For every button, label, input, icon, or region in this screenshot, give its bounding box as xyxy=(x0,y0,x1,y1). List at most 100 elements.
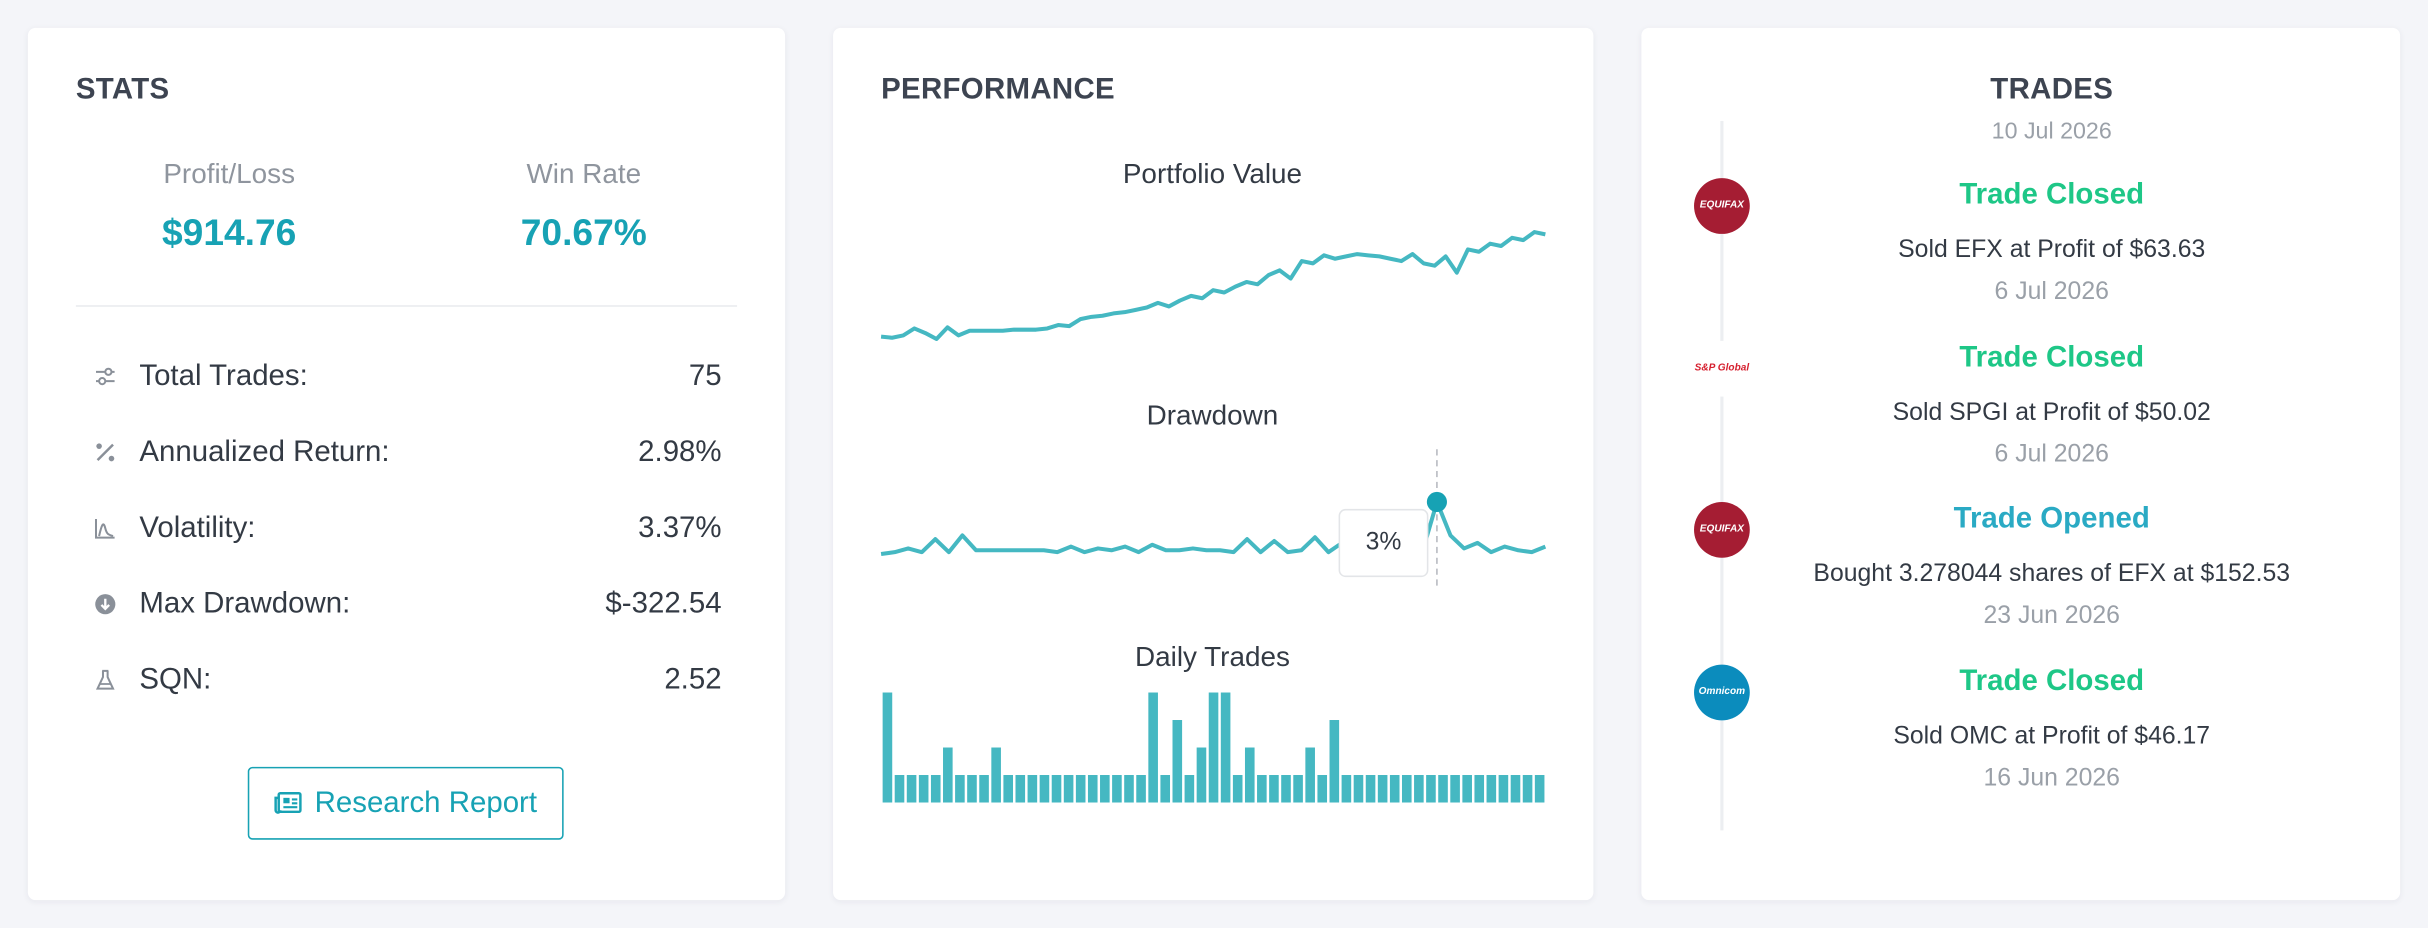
stat-label: Annualized Return: xyxy=(139,436,390,469)
stat-icon xyxy=(95,594,116,615)
bar xyxy=(1522,775,1533,803)
bar xyxy=(967,775,977,803)
bar xyxy=(1112,775,1122,803)
bar xyxy=(1377,775,1388,803)
trade-status: Trade Closed xyxy=(1959,665,2145,699)
bar xyxy=(1172,720,1183,803)
tooltip-label: 3% xyxy=(1366,529,1402,556)
bar xyxy=(1401,775,1412,803)
trade-date: 23 Jun 2026 xyxy=(1983,603,2120,630)
newspaper-icon xyxy=(274,791,302,814)
bar xyxy=(1160,775,1171,803)
bar xyxy=(1329,720,1340,803)
company-logo: EQUIFAX xyxy=(1694,178,1750,234)
stat-icon xyxy=(96,367,115,386)
stat-label: SQN: xyxy=(139,663,212,697)
bar xyxy=(1534,775,1545,803)
bar xyxy=(1498,775,1509,803)
trade-description: Sold SPGI at Profit of $50.02 xyxy=(1892,399,2211,426)
trade-date: 16 Jun 2026 xyxy=(1983,765,2120,792)
button-label: Research Report xyxy=(314,786,538,819)
bar xyxy=(1063,775,1074,803)
bar xyxy=(1389,775,1400,803)
bar xyxy=(1365,775,1376,803)
stat-value: 3.37% xyxy=(638,512,722,545)
bar xyxy=(979,775,989,803)
profit-loss-value: $914.76 xyxy=(161,212,297,255)
bar xyxy=(918,775,929,803)
divider xyxy=(75,305,738,307)
bar xyxy=(1244,747,1255,803)
stat-label: Max Drawdown: xyxy=(139,587,351,621)
hover-point xyxy=(1426,491,1447,513)
bar xyxy=(943,747,953,803)
bar xyxy=(1257,775,1267,803)
bar xyxy=(1269,775,1279,803)
bar xyxy=(1136,775,1146,803)
stat-label: Volatility: xyxy=(139,512,256,545)
chart-title: Daily Trades xyxy=(1134,641,1290,673)
trades-title: TRADES xyxy=(1990,73,2114,107)
bar xyxy=(930,775,941,803)
bar xyxy=(882,692,893,803)
bar xyxy=(1051,775,1062,803)
line-series xyxy=(880,230,1546,341)
bar xyxy=(1100,775,1110,803)
bar xyxy=(1124,775,1134,803)
trades-timeline: 10 Jul 2026 EQUIFAX Trade Closed Sold EFX … xyxy=(1641,120,2400,837)
trade-status: Trade Closed xyxy=(1959,341,2145,374)
bar xyxy=(906,775,917,803)
stat-icon xyxy=(94,518,115,539)
stats-title: STATS xyxy=(75,73,170,107)
tooltip xyxy=(1338,508,1429,578)
company-logo: Omnicom xyxy=(1694,664,1750,721)
bar xyxy=(1462,775,1472,803)
stat-label: Total Trades: xyxy=(139,360,308,393)
bar xyxy=(1474,775,1485,803)
trade-description: Sold EFX at Profit of $63.63 xyxy=(1898,237,2206,264)
trade-date: 10 Jul 2026 xyxy=(1991,120,2112,145)
timeline-line xyxy=(1720,120,1724,831)
trade-date: 6 Jul 2026 xyxy=(1994,278,2109,306)
research-report-button[interactable]: Research Report xyxy=(247,766,564,840)
bar xyxy=(1486,775,1497,803)
trade-description: Bought 3.278044 shares of EFX at $152.53 xyxy=(1813,561,2291,588)
bar xyxy=(1426,775,1436,803)
trade-date: 6 Jul 2026 xyxy=(1994,441,2109,468)
bar xyxy=(1220,692,1231,803)
bar xyxy=(1293,775,1303,803)
stat-icon xyxy=(95,669,115,690)
bar xyxy=(955,775,965,803)
bar xyxy=(1148,692,1158,803)
bar xyxy=(1414,775,1424,803)
bar xyxy=(1450,775,1460,803)
bar xyxy=(1353,775,1364,803)
company-logo: S&P Global xyxy=(1694,340,1750,397)
bar xyxy=(1003,775,1014,803)
stat-value: 2.98% xyxy=(638,436,722,469)
bar xyxy=(1341,775,1352,803)
stat-value: 75 xyxy=(688,360,722,393)
bar xyxy=(1510,775,1521,803)
trade-status: Trade Closed xyxy=(1959,178,2145,212)
bar xyxy=(1015,775,1026,803)
bar xyxy=(991,747,1001,803)
stat-value: $-322.54 xyxy=(605,587,722,621)
bar xyxy=(1039,775,1050,803)
chart-title: Drawdown xyxy=(1146,399,1279,431)
stat-icon xyxy=(96,443,115,462)
bar xyxy=(1027,775,1038,803)
company-logo: EQUIFAX xyxy=(1694,502,1750,559)
chart-title: Portfolio Value xyxy=(1122,158,1303,190)
bar xyxy=(1281,775,1291,803)
bar xyxy=(1208,692,1219,803)
performance-title: PERFORMANCE xyxy=(881,73,1115,107)
bar xyxy=(1305,747,1315,803)
trade-status: Trade Opened xyxy=(1953,503,2150,536)
stat-value: 2.52 xyxy=(664,663,722,697)
stats-card xyxy=(27,27,786,901)
bar xyxy=(1438,775,1448,803)
